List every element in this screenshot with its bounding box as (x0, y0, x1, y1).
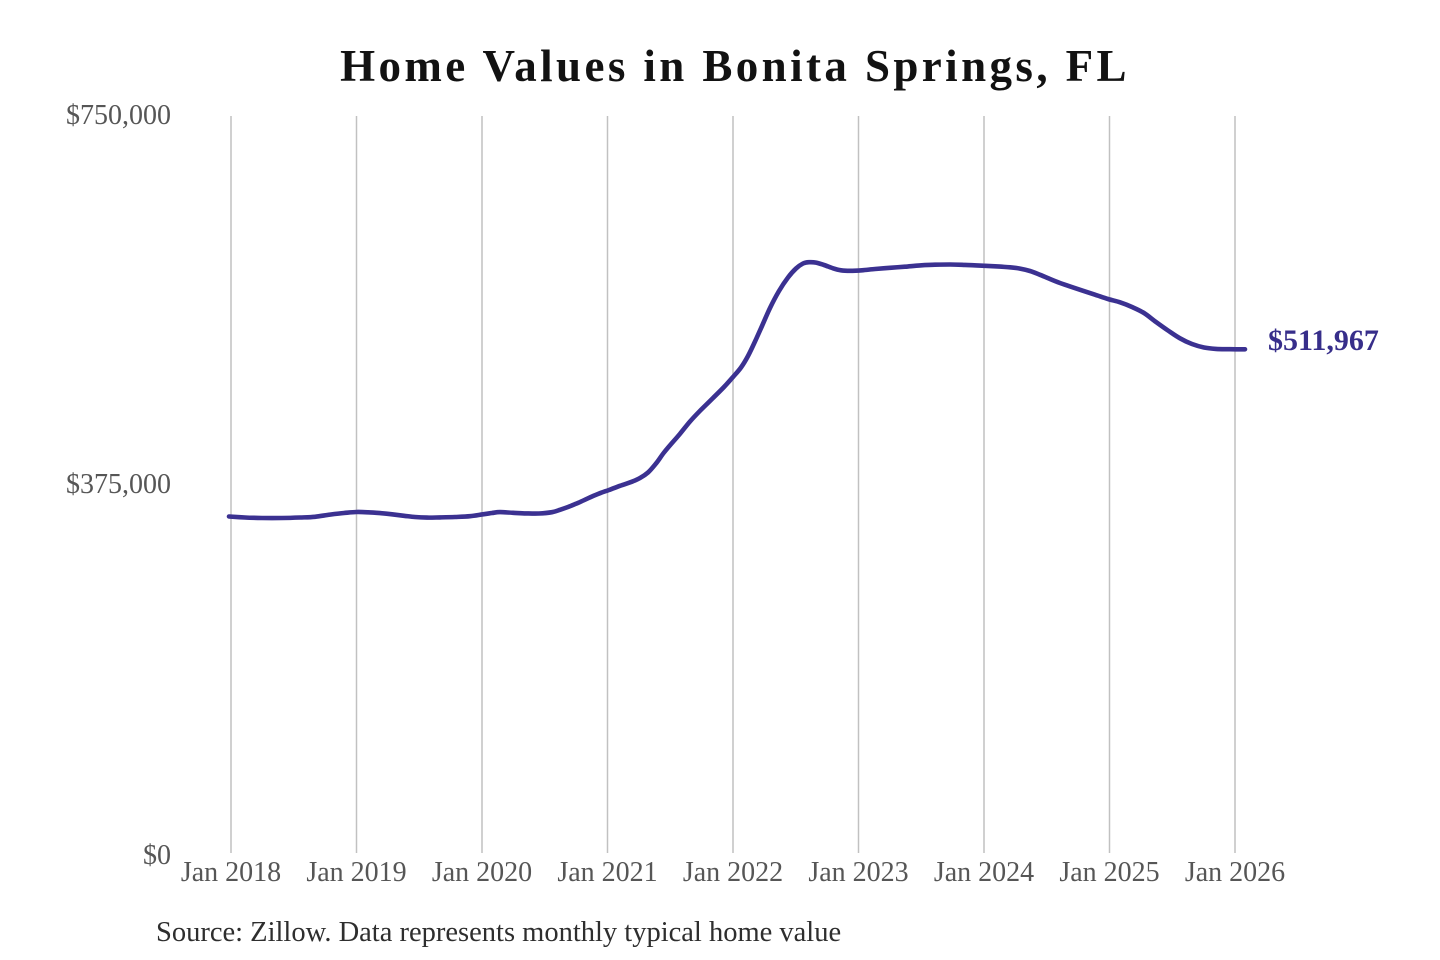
svg-text:Source: Zillow. Data represent: Source: Zillow. Data represents monthly … (156, 917, 841, 948)
svg-text:$375,000: $375,000 (66, 469, 171, 500)
svg-text:Jan 2022: Jan 2022 (683, 857, 783, 888)
svg-text:$511,967: $511,967 (1268, 324, 1379, 357)
svg-text:Jan 2018: Jan 2018 (181, 857, 281, 888)
svg-text:Jan 2021: Jan 2021 (557, 857, 657, 888)
svg-text:Jan 2026: Jan 2026 (1185, 857, 1285, 888)
svg-text:Jan 2019: Jan 2019 (306, 857, 406, 888)
svg-text:Home Values in Bonita Springs,: Home Values in Bonita Springs, FL (340, 41, 1130, 91)
svg-text:$750,000: $750,000 (66, 100, 171, 131)
svg-text:Jan 2024: Jan 2024 (934, 857, 1034, 888)
svg-text:$0: $0 (143, 840, 171, 871)
svg-text:Jan 2023: Jan 2023 (808, 857, 908, 888)
svg-text:Jan 2020: Jan 2020 (432, 857, 532, 888)
svg-text:Jan 2025: Jan 2025 (1059, 857, 1159, 888)
